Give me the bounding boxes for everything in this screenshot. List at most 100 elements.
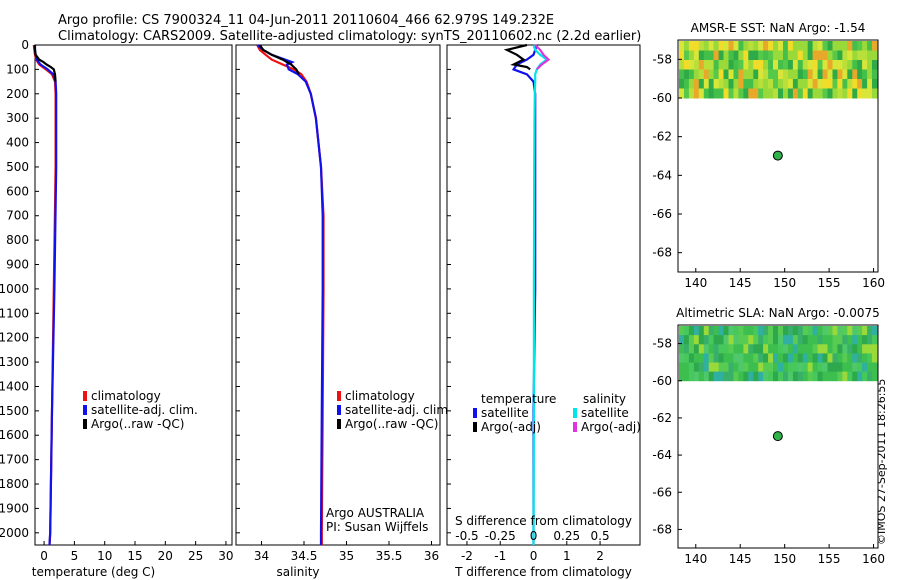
sst_map-cell [783,88,789,99]
sla_map-cell [768,362,774,373]
sst_map-cell [852,41,858,51]
sst_map-cell [797,41,804,51]
sst_map-cell [832,69,838,80]
sst_map-cell [743,69,749,80]
sla_map-cell [768,371,774,382]
sst_map-cell [778,88,784,99]
sla_map-cell [787,362,794,373]
sst_map-cell [852,60,858,70]
sst_map-cell [738,79,744,89]
sla_map-float-marker [772,431,783,442]
diff-salinity-tick-label: -0.5 [455,529,478,543]
salinity-xtick-label: 36 [424,549,439,563]
sst_map-cell [738,88,744,99]
sst_map-cell [768,50,774,61]
sst_map-cell [812,60,819,70]
temperature-panel: 0100200300400500600700800900100011001200… [0,38,234,579]
salinity-legend-swatch [337,391,341,401]
sst_map-cell [748,50,754,61]
sst_map-cell [679,88,685,99]
sla_map-cell [792,353,799,363]
sst_map-cell [807,50,814,61]
sst_map-xtick-label: 160 [862,276,885,290]
sst_map-cell [822,69,828,80]
diff-salinity-tick-label: -0.25 [485,529,516,543]
sla_map-cell [698,326,705,336]
sst_map-cell [817,60,824,70]
sst_map-cell [842,69,848,80]
sst_map-cell [867,50,873,61]
diff-legend-swatch [573,408,577,418]
difference-xtick-label: 1 [563,549,571,563]
sla_map-cell [738,353,744,363]
sla_map-cell [802,353,809,363]
difference-series-s-satellite [532,44,549,546]
sst_map-cell [807,69,814,80]
sla_map-cell [792,335,799,345]
temperature-frame [34,44,233,546]
sst_map-cell [827,79,833,89]
salinity-legend-label: climatology [345,389,415,403]
sla_map-cell [763,335,769,345]
sst_map-cell [822,88,828,99]
sla_map-cell [847,353,853,363]
sla_map-cell [783,344,789,354]
sla_map-cell [797,344,804,354]
difference-xtick-label: 0 [530,549,538,563]
sla_map-ytick-label: -64 [652,448,672,462]
salinity-xtick-label: 35 [339,549,354,563]
depth-tick-label: 1400 [0,379,29,393]
diff-top-label: S difference from climatology [455,514,632,528]
sst_map-cell [837,69,843,80]
sst_map-cell [852,79,858,89]
sla_map-cell [713,326,720,336]
sla_map-cell [827,326,833,336]
sla_map-cell [857,326,863,336]
sla_map-cell [783,326,789,336]
salinity-legend-swatch [337,405,341,415]
depth-tick-label: 1500 [0,404,29,418]
sla_map-cell [748,371,754,382]
sla_map-cell [723,335,729,345]
sst_map-cell [817,79,824,89]
sst_map-cell [763,69,769,80]
sst_map-cell [812,88,819,99]
sla_map-cell [713,353,720,363]
sst_map-cell [688,60,695,70]
sla_map-cell [857,344,863,354]
sst_map-cell [862,60,868,70]
sst_map-cell [768,41,774,51]
sla_map-cell [758,362,764,373]
salinity-panel: 34 34.5 35 35.5 36 salinity climatologysatelli… [235,44,452,579]
sla_map-cell [763,362,769,373]
sla_map-cell [783,353,789,363]
sst_map-cell [693,88,700,99]
sla_map-cell [773,353,779,363]
sst_map-cell [703,60,710,70]
sla_map-cell [728,353,734,363]
sst_map-cell [753,41,759,51]
sla_map-cell [688,362,695,373]
sla_map-cell [837,371,843,382]
sst_map-cell [872,79,878,89]
depth-tick-label: 1100 [0,306,29,320]
sst_map-cell [792,69,799,80]
temperature-series-argo [33,44,57,82]
sla_map-cell [857,362,863,373]
sla_map-cell [758,353,764,363]
sla_map-cell [773,335,779,345]
sla_map-cell [802,344,809,354]
sla_map-cell [708,353,715,363]
sst_map-cell [698,41,705,51]
sla_map-xtick-label: 150 [773,552,796,566]
sst_map-cell [738,50,744,61]
sla_map-cell [872,344,878,354]
sst_map-cell [743,60,749,70]
sst_map-cell [842,50,848,61]
sst_map-cell [713,50,720,61]
sla_map-cell [728,335,734,345]
sst_map-cell [792,60,799,70]
sla_map-cell [738,326,744,336]
sst_map-cell [847,60,853,70]
sla_map-cell [723,344,729,354]
